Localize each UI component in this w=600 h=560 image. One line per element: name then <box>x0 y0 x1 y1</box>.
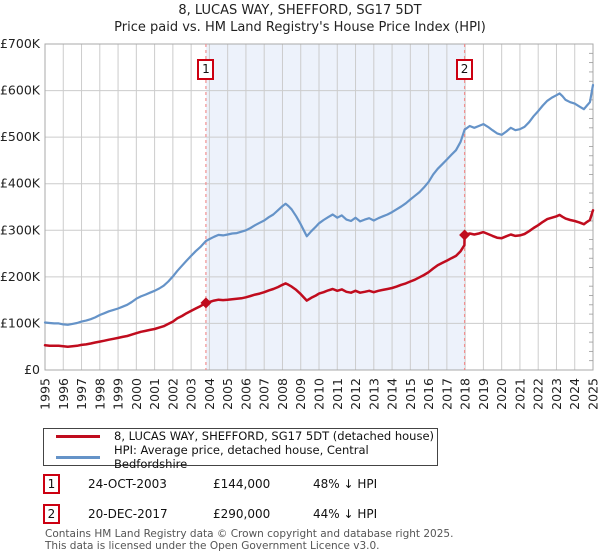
x-tick-label: 2009 <box>293 378 308 410</box>
annotation-1-badge: 1 <box>43 474 60 494</box>
x-tick-label: 2020 <box>494 378 509 410</box>
x-tick-label: 2008 <box>275 378 290 410</box>
annotation-2-badge: 2 <box>43 504 60 524</box>
y-tick-label: £0 <box>24 362 40 377</box>
x-tick-label: 1997 <box>74 378 89 410</box>
hpi-series <box>43 83 595 326</box>
annotation-1-price: £144,000 <box>213 477 271 491</box>
x-tick-label: 2010 <box>312 378 327 410</box>
price-paid-series <box>43 209 595 348</box>
y-tick-label: £200K <box>0 269 41 284</box>
y-tick-label: £500K <box>0 129 41 144</box>
annotation-1-hpi-delta: 48% ↓ HPI <box>313 477 378 491</box>
y-tick-label: £400K <box>0 176 41 191</box>
x-tick-label: 2006 <box>238 378 253 410</box>
legend-label-hpi: HPI: Average price, detached house, Cent… <box>114 443 369 471</box>
annotation-2-price: £290,000 <box>213 507 271 521</box>
ownership-shaded-span <box>205 44 465 370</box>
y-tick-label: £300K <box>0 222 41 237</box>
hpi-line-swatch <box>56 455 100 459</box>
x-tick-label: 2007 <box>257 378 272 410</box>
x-tick-label: 2011 <box>330 378 345 410</box>
x-tick-label: 2004 <box>202 378 217 410</box>
x-tick-label: 2005 <box>220 378 235 410</box>
annotation-1-date: 24-OCT-2003 <box>88 477 167 491</box>
event-marker-1-badge: 1 <box>197 59 215 80</box>
annotation-2-hpi-delta: 44% ↓ HPI <box>313 507 378 521</box>
x-tick-label: 2019 <box>476 378 491 410</box>
x-tick-label: 2012 <box>348 378 363 410</box>
x-tick-label: 1996 <box>56 378 71 410</box>
x-tick-label: 2018 <box>458 378 473 410</box>
x-tick-label: 2015 <box>403 378 418 410</box>
x-tick-label: 2023 <box>549 378 564 410</box>
annotation-row-1: 1 24-OCT-2003 £144,000 48% ↓ HPI <box>0 474 600 496</box>
y-tick-label: £600K <box>0 83 41 98</box>
x-tick-label: 2022 <box>531 378 546 410</box>
x-tick-label: 2001 <box>147 378 162 410</box>
footer-line-1: Contains HM Land Registry data © Crown c… <box>45 528 454 540</box>
x-tick-label: 2016 <box>421 378 436 410</box>
annotation-row-2: 2 20-DEC-2017 £290,000 44% ↓ HPI <box>0 504 600 526</box>
event-marker-2-badge: 2 <box>456 59 474 80</box>
x-tick-label: 1999 <box>111 378 126 410</box>
sale-point-marker-2 <box>459 229 471 241</box>
x-tick-label: 2024 <box>567 378 582 410</box>
y-tick-label: £100K <box>0 315 41 330</box>
legend-label-property: 8, LUCAS WAY, SHEFFORD, SG17 5DT (detach… <box>114 429 435 443</box>
x-tick-label: 2014 <box>385 378 400 410</box>
annotation-2-date: 20-DEC-2017 <box>88 507 168 521</box>
x-tick-label: 2021 <box>512 378 527 410</box>
x-tick-label: 2002 <box>165 378 180 410</box>
y-tick-label: £700K <box>0 36 41 51</box>
x-tick-label: 2003 <box>184 378 199 410</box>
x-tick-label: 2017 <box>439 378 454 410</box>
footer-line-2: This data is licensed under the Open Gov… <box>45 539 380 552</box>
legend-item-property: 8, LUCAS WAY, SHEFFORD, SG17 5DT (detach… <box>44 429 437 443</box>
legend-item-hpi: HPI: Average price, detached house, Cent… <box>44 443 437 471</box>
x-tick-label: 2013 <box>366 378 381 410</box>
x-tick-label: 1995 <box>38 378 53 410</box>
license-footer: Contains HM Land Registry data © Crown c… <box>45 528 454 552</box>
plot-border <box>44 43 594 371</box>
page-title: 8, LUCAS WAY, SHEFFORD, SG17 5DT <box>178 3 422 18</box>
page-subtitle: Price paid vs. HM Land Registry's House … <box>114 20 486 35</box>
x-tick-label: 1998 <box>92 378 107 410</box>
x-tick-label: 2025 <box>586 378 600 410</box>
chart-legend: 8, LUCAS WAY, SHEFFORD, SG17 5DT (detach… <box>43 428 438 471</box>
property-line-swatch <box>56 434 100 438</box>
x-tick-label: 2000 <box>129 378 144 410</box>
sale-point-marker-1 <box>200 297 212 309</box>
